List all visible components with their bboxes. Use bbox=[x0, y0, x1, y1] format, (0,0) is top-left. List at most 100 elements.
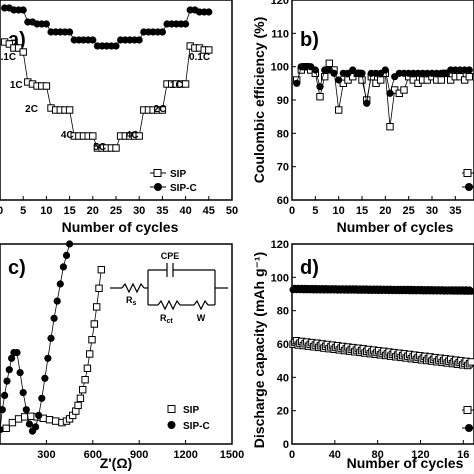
panel-c-series-1-point-18 bbox=[47, 334, 55, 342]
panel-c-series-1-point-24 bbox=[66, 240, 74, 248]
panel-c-series-0-point-21 bbox=[90, 320, 98, 328]
panel-b-series-0-point-23 bbox=[400, 86, 408, 94]
panel-d-xticks: 0 40 80 120 16 bbox=[289, 440, 469, 461]
panel-a-series-1-point-39 bbox=[182, 20, 190, 28]
panel-a-xtick-label-7: 35 bbox=[156, 205, 168, 217]
legend-d-square-marker bbox=[463, 406, 472, 414]
panel-a-xticks: 0 5 10 15 20 25 30 35 40 45 50 bbox=[0, 196, 238, 217]
panel-c-series-1-point-9 bbox=[19, 389, 27, 397]
panel-b-letter: b) bbox=[300, 29, 319, 51]
panel-b-xlabel: Number of cycles bbox=[337, 219, 454, 235]
panel-c-series-1-point-10 bbox=[22, 406, 30, 414]
panel-d-ytick-label-4: 80 bbox=[277, 306, 289, 318]
panel-a-xtick-label-1: 5 bbox=[20, 205, 26, 217]
panel-b-ytick-label-3: 90 bbox=[277, 95, 289, 107]
panel-b-marks bbox=[293, 59, 474, 131]
panel-a-series-1-point-9 bbox=[42, 20, 51, 28]
circuit-w-label: W bbox=[197, 313, 206, 323]
circuit-rct-sub: ct bbox=[167, 318, 174, 325]
panel-c-xtick-label-4: 1500 bbox=[220, 449, 244, 461]
panel-c-series-0-point-19 bbox=[86, 350, 94, 358]
panel-c: c) 300 600 900 1200 1500 Z'(Ω) SIP SIP-C bbox=[0, 240, 244, 471]
panel-b-xtick-label-7: 35 bbox=[449, 205, 461, 217]
panel-d-ytick-label-6: 120 bbox=[271, 239, 289, 251]
panel-c-xtick-label-1: 600 bbox=[84, 449, 102, 461]
panel-c-series-1-point-16 bbox=[41, 374, 49, 382]
panel-b-xtick-label-6: 30 bbox=[426, 205, 438, 217]
panel-c-series-0-point-18 bbox=[83, 364, 92, 373]
panel-a-frame bbox=[0, 0, 233, 201]
panel-d-ylabel: Discharge capacity (mAh g⁻¹) bbox=[251, 252, 267, 448]
panel-c-series-1-point-2 bbox=[1, 391, 9, 399]
panel-a-annotation-1: 1C bbox=[10, 80, 23, 91]
panel-a-xtick-label-3: 15 bbox=[63, 205, 75, 217]
panel-c-marks bbox=[0, 240, 105, 435]
panel-a-xtick-label-2: 10 bbox=[40, 205, 52, 217]
panel-a-marks bbox=[0, 4, 213, 152]
panel-b-ylabel: Coulombic efficiency (%) bbox=[251, 17, 267, 183]
panel-a-annotation-5: 4C bbox=[126, 130, 139, 141]
panel-d-xtick-label-3: 120 bbox=[411, 449, 429, 461]
panel-d-marks bbox=[289, 284, 474, 370]
panel-b-series-0-point-7 bbox=[325, 59, 334, 67]
panel-a-series-1-point-24 bbox=[112, 42, 120, 50]
panel-a-xtick-label-10: 50 bbox=[226, 205, 238, 217]
panel-b-series-0-point-14 bbox=[358, 76, 366, 84]
panel-a-annotation-4: 5C bbox=[93, 142, 106, 153]
panel-b: b) 0 5 10 15 20 25 30 35 60 70 80 90 100 110 120 Coul… bbox=[251, 0, 474, 235]
panel-c-series-0-point-14 bbox=[74, 401, 82, 410]
panel-a-series-0-point-4 bbox=[19, 48, 27, 56]
panel-b-series-0-point-20 bbox=[386, 123, 394, 131]
panel-b-ytick-label-1: 70 bbox=[277, 162, 289, 174]
equivalent-circuit bbox=[110, 263, 228, 311]
panel-c-legend: SIP SIP-C bbox=[167, 405, 210, 432]
panel-b-xtick-label-4: 20 bbox=[379, 205, 391, 217]
panel-c-xtick-label-2: 900 bbox=[130, 449, 148, 461]
circuit-rct-main: R bbox=[160, 313, 167, 323]
panel-c-xtick-label-3: 1200 bbox=[173, 449, 197, 461]
panel-a-annotation-7: 1C bbox=[170, 80, 183, 91]
panel-a-series-0-point-14 bbox=[65, 106, 74, 114]
panel-b-series-0-point-37 bbox=[465, 73, 474, 81]
legend-b-square-marker bbox=[463, 169, 472, 177]
panel-a-series-1-point-14 bbox=[66, 28, 74, 36]
panel-b-ytick-label-4: 100 bbox=[271, 62, 289, 74]
panel-c-series-1-point-5 bbox=[8, 354, 16, 362]
circuit-w-element bbox=[193, 299, 209, 311]
panel-c-series-0-line bbox=[5, 269, 102, 429]
panel-b-ytick-label-5: 110 bbox=[271, 28, 289, 40]
legend-b-circle-marker bbox=[465, 183, 473, 191]
panel-c-series-1-point-22 bbox=[59, 263, 67, 271]
panel-a-annotation-2: 2C bbox=[25, 104, 38, 115]
panel-a-annotations: 0.1C 1C 2C 4C 5C 4C 2C 1C 0.1C bbox=[0, 52, 210, 153]
panel-c-series-1-point-4 bbox=[5, 366, 13, 374]
panel-c-series-1-point-8 bbox=[16, 369, 24, 377]
panel-c-series-1-point-15 bbox=[38, 394, 46, 402]
panel-b-series-1-point-19 bbox=[381, 66, 389, 74]
panel-d-yticks: 0 20 40 60 80 100 120 bbox=[271, 239, 296, 451]
panel-c-series-0-point-4 bbox=[27, 412, 35, 421]
panel-b-series-0-point-31 bbox=[437, 76, 446, 84]
panel-d-series-0-point-104 bbox=[467, 358, 474, 366]
panel-d-ytick-label-0: 0 bbox=[283, 439, 289, 451]
panel-a-annotation-0: 0.1C bbox=[0, 52, 16, 63]
circuit-rct-label: Rct bbox=[160, 313, 173, 325]
panel-c-series-0-point-2 bbox=[14, 415, 23, 423]
panel-a-xtick-label-8: 40 bbox=[179, 205, 191, 217]
panel-d-letter: d) bbox=[300, 257, 319, 279]
panel-c-series-1-point-17 bbox=[44, 354, 52, 362]
panel-b-ytick-label-6: 120 bbox=[271, 0, 289, 7]
panel-c-series-1-point-1 bbox=[0, 406, 6, 414]
legend-sip-label: SIP bbox=[170, 169, 186, 180]
panel-c-series-1-point-0 bbox=[0, 426, 4, 434]
panel-a-series-1-point-4 bbox=[19, 6, 27, 14]
panel-a-annotation-6: 2C bbox=[154, 104, 167, 115]
panel-b-series-1-point-9 bbox=[335, 76, 343, 84]
panel-c-series-0-point-0 bbox=[2, 424, 10, 433]
panel-b-series-1-point-8 bbox=[330, 69, 338, 77]
panel-a-xtick-label-6: 30 bbox=[133, 205, 145, 217]
panel-b-xtick-label-0: 0 bbox=[289, 205, 295, 217]
legend-sip-marker bbox=[153, 169, 162, 177]
panel-d-xtick-label-2: 80 bbox=[372, 449, 384, 461]
circuit-rs-resistor bbox=[121, 282, 145, 294]
